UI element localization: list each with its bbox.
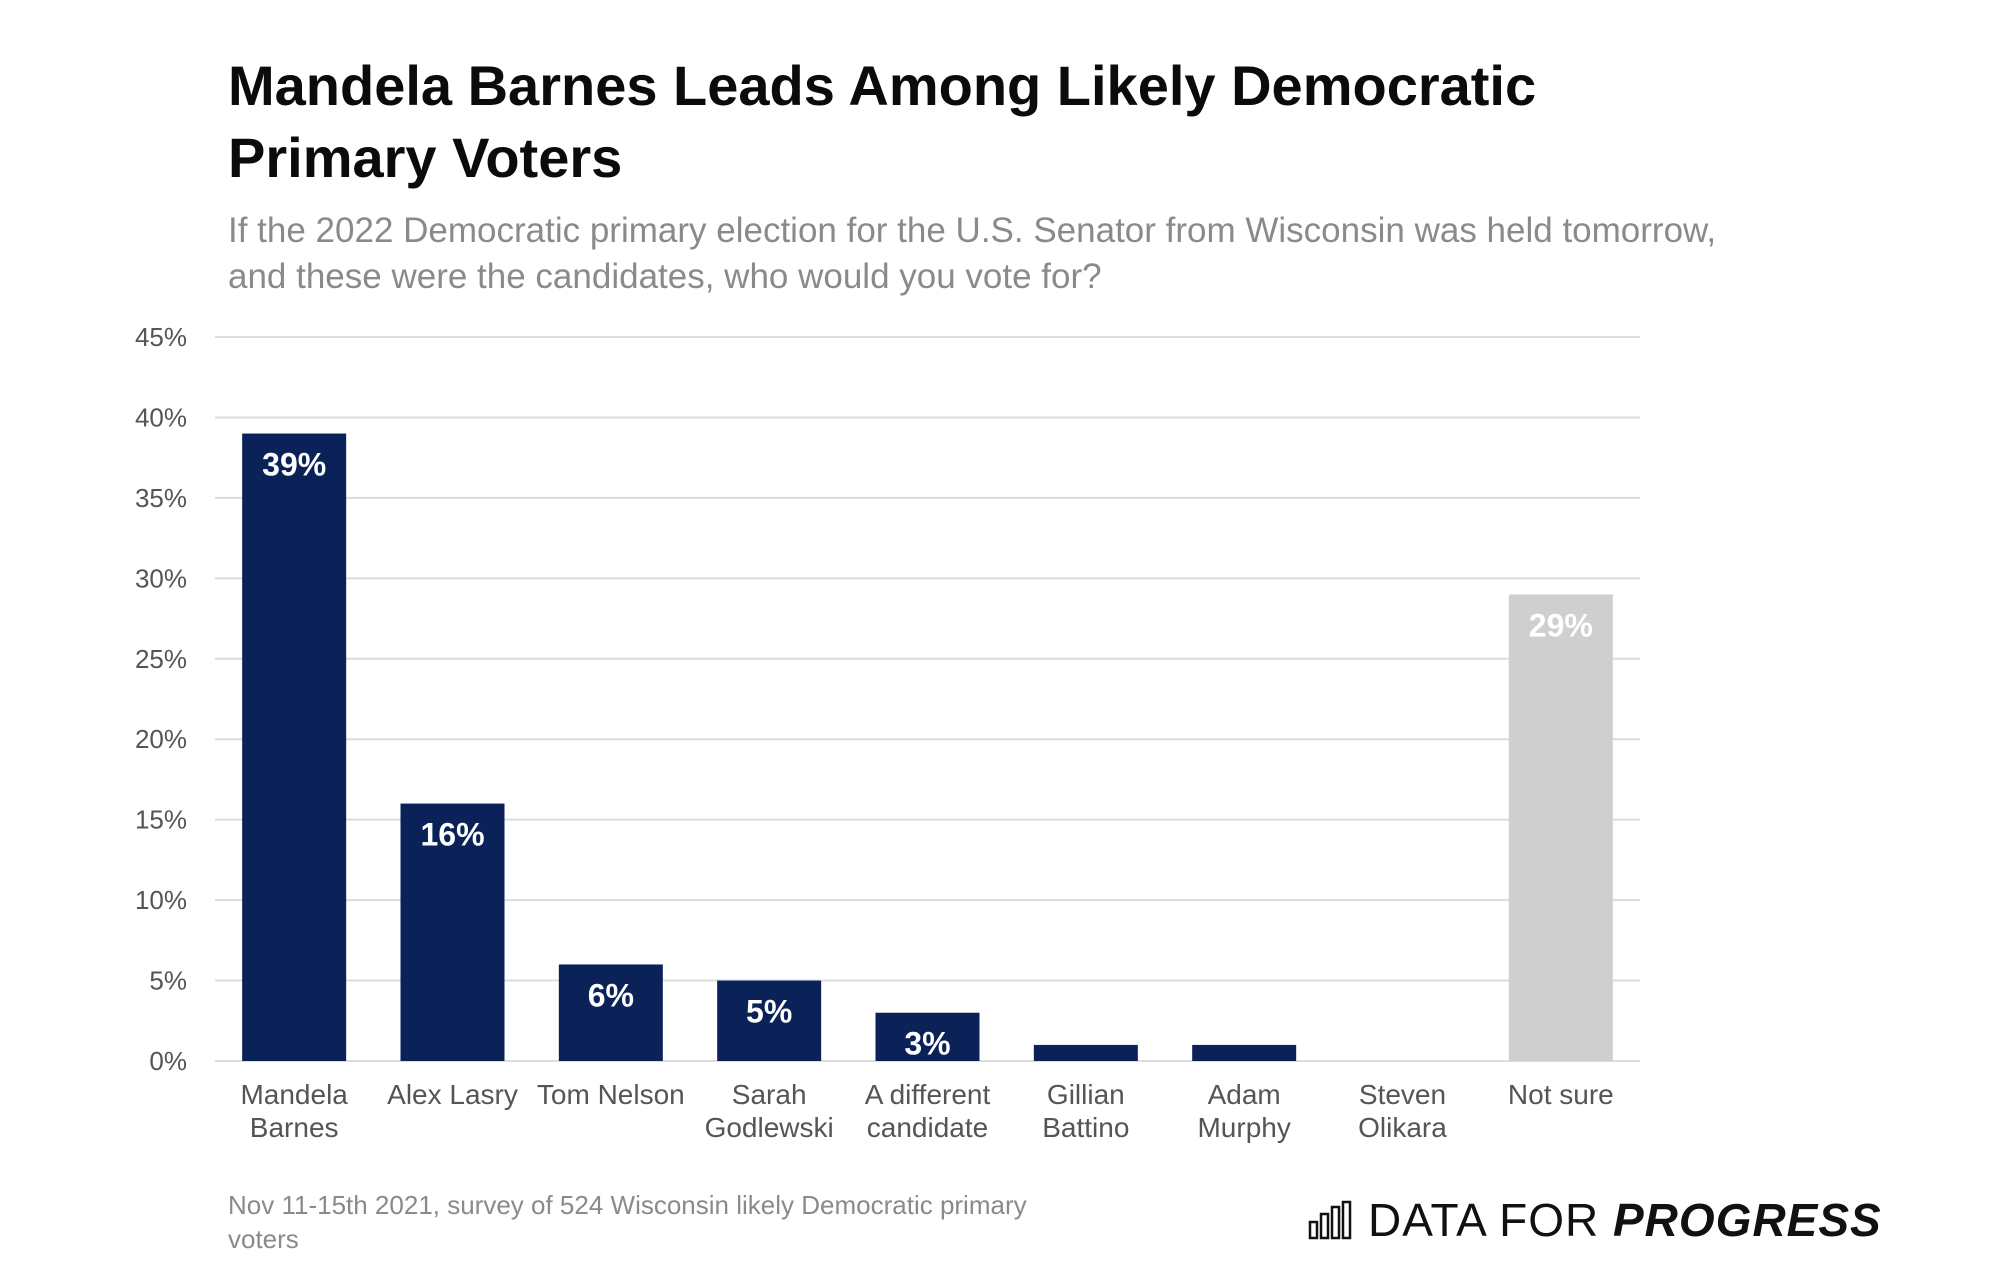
data-label: 6%	[588, 977, 634, 1013]
x-tick-label-line: Sarah	[732, 1079, 807, 1110]
bar	[1192, 1044, 1297, 1061]
bar	[558, 964, 663, 1061]
data-label: 39%	[262, 447, 326, 483]
x-tick-label: Gillian Battino	[1042, 1079, 1129, 1143]
x-tick-label: Not sure	[1508, 1079, 1614, 1110]
bar	[242, 433, 347, 1061]
x-tick-label-line: Not sure	[1508, 1079, 1614, 1110]
x-tick-label-line: Murphy	[1197, 1112, 1290, 1143]
y-tick-label: 30%	[135, 563, 187, 593]
y-tick-label: 20%	[135, 724, 187, 754]
x-tick-label: Steven Olikara	[1358, 1079, 1447, 1143]
bar	[717, 980, 822, 1061]
x-tick-label-line: Alex Lasry	[387, 1079, 518, 1110]
y-tick-label: 10%	[135, 885, 187, 915]
y-tick-label: 0%	[149, 1046, 187, 1076]
x-tick-label-line: Battino	[1042, 1112, 1129, 1143]
bar	[875, 1012, 980, 1061]
bar-chart: 0%5%10%15%20%25%30%35%40%45%39%Mandela Ba…	[135, 322, 1640, 1143]
bar	[1508, 594, 1613, 1061]
y-tick-label: 40%	[135, 402, 187, 432]
footnote: Nov 11-15th 2021, survey of 524 Wisconsi…	[228, 1190, 1027, 1254]
x-tick-label: Mandela Barnes	[240, 1079, 348, 1143]
brand-logo: DATA FOR PROGRESS	[1308, 1192, 1882, 1248]
bar	[400, 803, 505, 1061]
x-tick-label-line: Olikara	[1358, 1112, 1447, 1143]
data-label: 3%	[904, 1026, 950, 1062]
y-tick-label: 25%	[135, 644, 187, 674]
x-tick-label: Adam Murphy	[1197, 1079, 1290, 1143]
y-tick-label: 35%	[135, 483, 187, 513]
bar-chart-icon	[1308, 1200, 1352, 1240]
chart-title: Mandela Barnes Leads Among Likely Democr…	[228, 54, 1537, 189]
y-tick-label: 45%	[135, 322, 187, 352]
x-tick-label-line: A different	[865, 1079, 991, 1110]
x-tick-label: A different candidate	[865, 1079, 991, 1143]
brand-emphasis: PROGRESS	[1612, 1194, 1882, 1246]
x-tick-label: Alex Lasry	[387, 1079, 518, 1110]
x-tick-label-line: Gillian	[1047, 1079, 1125, 1110]
bar	[1033, 1044, 1138, 1061]
x-tick-label-line: candidate	[867, 1112, 988, 1143]
data-label: 5%	[746, 994, 792, 1030]
chart-subtitle: If the 2022 Democratic primary election …	[228, 211, 1717, 296]
data-label: 29%	[1529, 607, 1593, 643]
x-tick-label-line: Godlewski	[705, 1112, 834, 1143]
x-tick-label-line: Tom Nelson	[537, 1079, 685, 1110]
x-tick-label-line: Barnes	[250, 1112, 339, 1143]
x-tick-label-line: Mandela	[240, 1079, 348, 1110]
y-tick-label: 15%	[135, 805, 187, 835]
x-tick-label: Sarah Godlewski	[705, 1079, 834, 1143]
brand-prefix: DATA FOR	[1368, 1194, 1613, 1246]
x-tick-label-line: Steven	[1359, 1079, 1446, 1110]
y-tick-label: 5%	[149, 966, 187, 996]
data-label: 16%	[420, 817, 484, 853]
x-tick-label-line: Adam	[1208, 1079, 1281, 1110]
brand-name: DATA FOR PROGRESS	[1368, 1193, 1882, 1247]
x-tick-label: Tom Nelson	[537, 1079, 685, 1110]
